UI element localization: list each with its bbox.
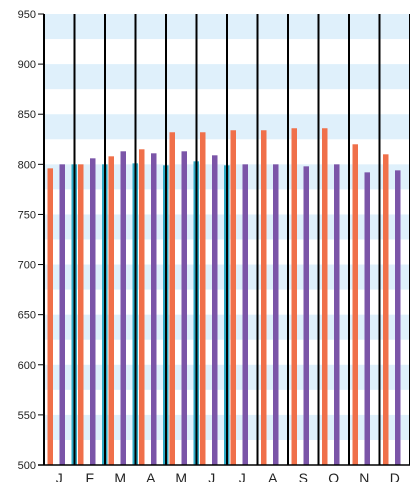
- month-dividers: [43, 14, 410, 465]
- bar: [90, 158, 96, 465]
- y-tick-label: 700: [18, 260, 36, 272]
- x-tick-label: D: [390, 470, 400, 482]
- bar: [108, 156, 114, 465]
- bar: [78, 164, 84, 466]
- x-tick-label: J: [56, 470, 63, 482]
- bar: [181, 151, 187, 465]
- bar: [169, 132, 175, 466]
- x-tick-label: O: [328, 470, 339, 482]
- bar: [242, 164, 248, 466]
- x-tick-label: S: [299, 470, 308, 482]
- bar: [261, 130, 267, 465]
- x-tick-label: A: [146, 470, 156, 482]
- bar: [139, 149, 145, 466]
- bar: [212, 155, 218, 465]
- bar: [230, 130, 236, 465]
- bar: [322, 128, 328, 465]
- y-tick-label: 950: [18, 9, 36, 21]
- bar: [303, 166, 309, 466]
- bar: [273, 164, 279, 466]
- bar: [291, 128, 297, 465]
- y-tick-label: 900: [18, 59, 36, 71]
- bar: [59, 164, 65, 466]
- y-tick-label: 800: [18, 159, 36, 171]
- x-tick-label: F: [85, 470, 94, 482]
- bar: [334, 164, 340, 466]
- x-tick-label: A: [268, 470, 278, 482]
- y-tick-label: 600: [18, 360, 36, 372]
- bar: [395, 170, 401, 465]
- bar: [120, 151, 126, 465]
- bar: [47, 168, 53, 465]
- y-tick-label: 750: [18, 209, 36, 221]
- x-tick-label: J: [239, 470, 246, 482]
- bar: [364, 172, 370, 465]
- y-tick-label: 550: [18, 410, 36, 422]
- x-tick-label: J: [208, 470, 215, 482]
- bar: [200, 132, 206, 466]
- bar: [352, 144, 358, 466]
- x-tick-label: M: [114, 470, 126, 482]
- y-tick-label: 500: [18, 460, 36, 472]
- x-tick-label: M: [175, 470, 187, 482]
- y-tick-label: 850: [18, 109, 36, 121]
- x-tick-label: N: [359, 470, 369, 482]
- y-tick-label: 650: [18, 310, 36, 322]
- y-axis-ticks: 500 550 600 650 700 750 800 850 900 950: [18, 9, 44, 472]
- bar: [383, 154, 389, 466]
- bar: [151, 153, 157, 465]
